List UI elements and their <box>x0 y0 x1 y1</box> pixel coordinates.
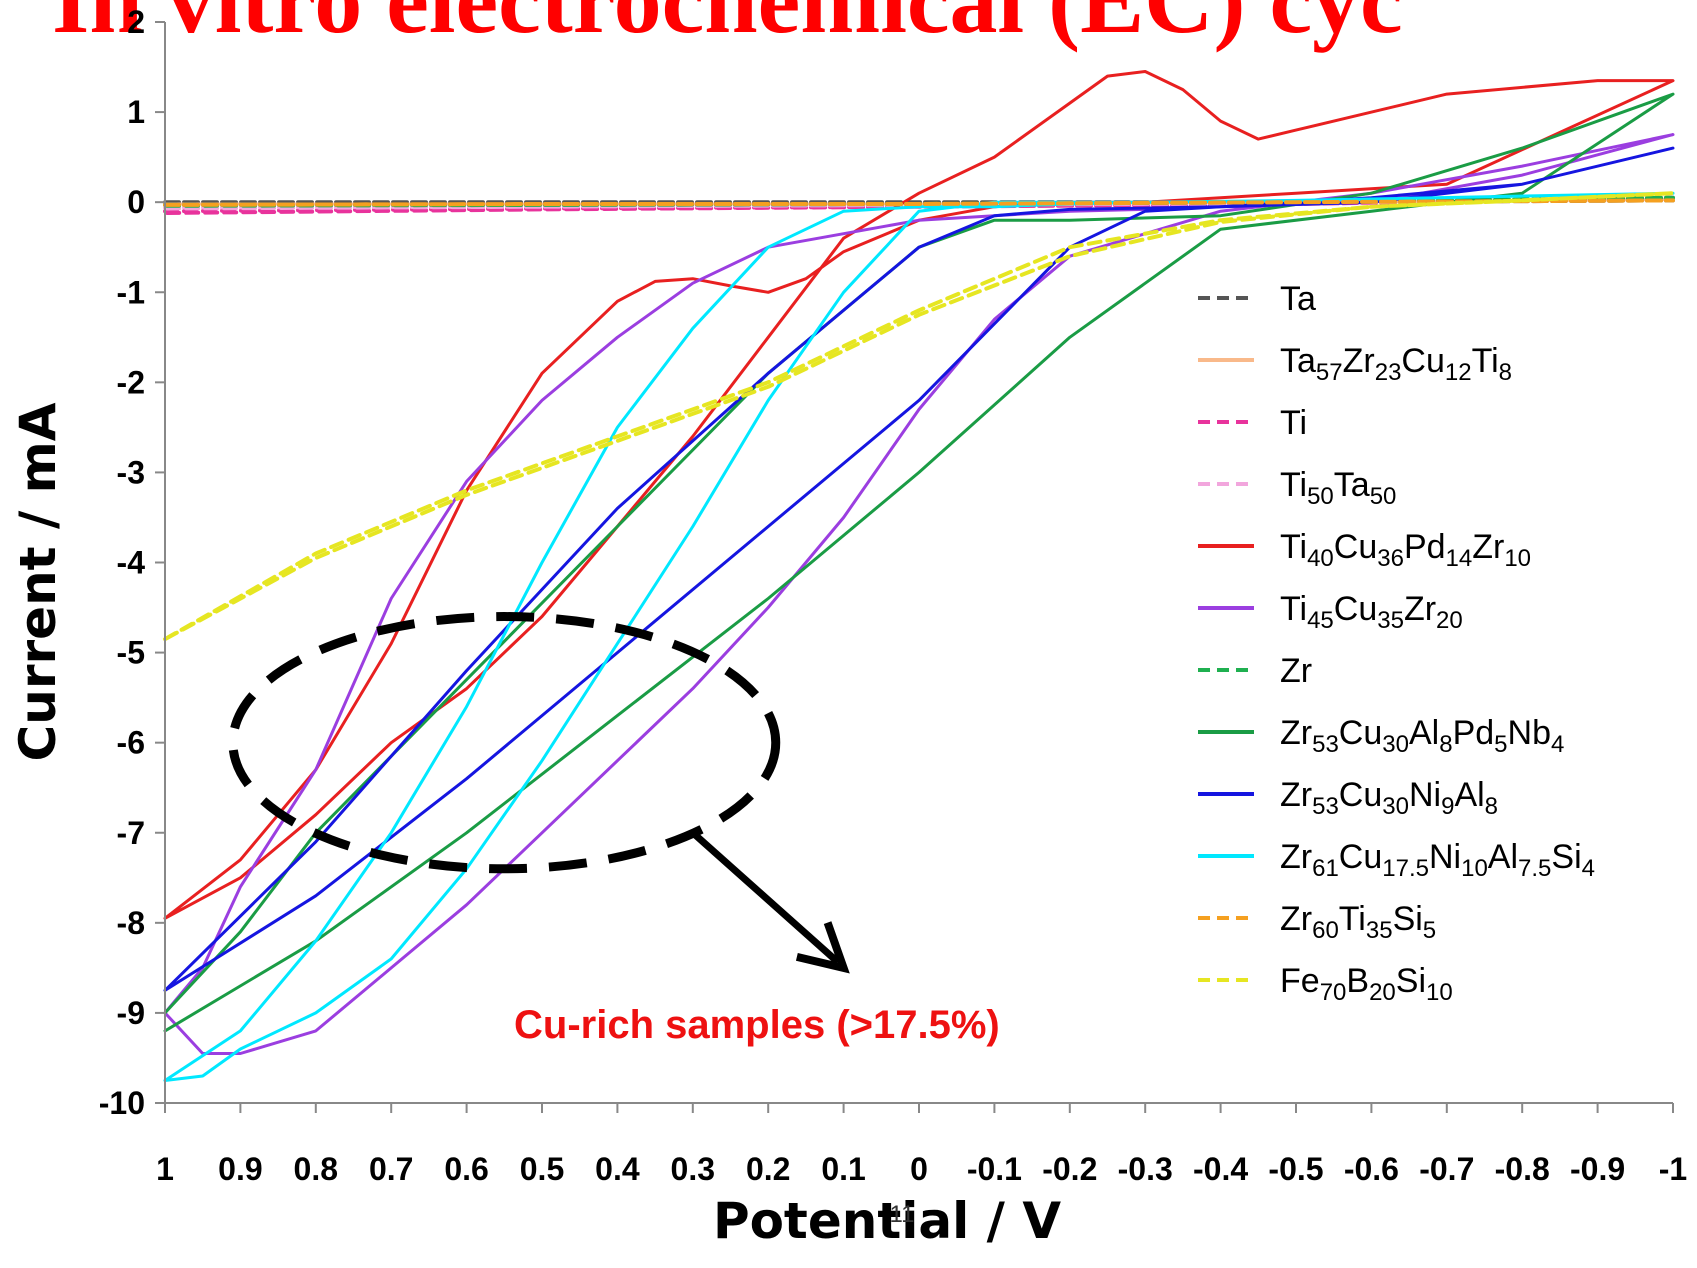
legend-label: Fe70B20Si10 <box>1280 962 1453 1006</box>
y-tick-label: -7 <box>117 815 145 851</box>
x-tick-label: -0.1 <box>967 1151 1022 1187</box>
legend: Ta Ta57Zr23Cu12Ti8 Ti Ti50Ta50 Ti40Cu36Pd14Z… <box>1198 280 1595 1006</box>
legend-label: Ti40Cu36Pd14Zr10 <box>1280 528 1531 572</box>
series-line-5 <box>163 133 1675 1055</box>
series-line-11 <box>163 191 1675 642</box>
y-axis-label: Current / mA <box>9 402 67 761</box>
x-tick-label: 0 <box>910 1151 928 1187</box>
x-tick-label: -0.3 <box>1118 1151 1173 1187</box>
x-tick-label: -0.7 <box>1419 1151 1474 1187</box>
x-tick-label: -0.6 <box>1344 1151 1399 1187</box>
legend-label: Ta57Zr23Cu12Ti8 <box>1280 342 1512 386</box>
legend-label: Zr60Ti35Si5 <box>1280 900 1436 944</box>
x-tick-label: 0.5 <box>520 1151 564 1187</box>
x-axis-label: Potential / V <box>713 1192 1061 1250</box>
y-tick-label: -3 <box>117 454 145 490</box>
y-tick-label: -8 <box>117 905 145 941</box>
x-tick-labels: 1 0.9 0.8 0.7 0.6 0.5 0.4 0.3 0.2 0.1 0 -0.1 -0.2 -0.… <box>156 1103 1687 1187</box>
legend-label: Zr53Cu30Al8Pd5Nb4 <box>1280 714 1564 758</box>
legend-label: Zr <box>1280 652 1312 690</box>
x-tick-label: 0.7 <box>369 1151 413 1187</box>
x-tick-label: -0.9 <box>1570 1151 1625 1187</box>
legend-label: Ti <box>1280 404 1307 442</box>
x-tick-label: 0.3 <box>671 1151 715 1187</box>
annotation-layer: Cu-rich samples (>17.5%) <box>228 612 1000 1047</box>
legend-label: Zr61Cu17.5Ni10Al7.5Si4 <box>1280 838 1595 882</box>
legend-label: Zr53Cu30Ni9Al8 <box>1280 776 1498 820</box>
x-tick-label: -1 <box>1659 1151 1687 1187</box>
series-line-7 <box>163 92 1675 1033</box>
series-line-8 <box>163 146 1675 992</box>
legend-label: Ta <box>1280 280 1316 318</box>
cu-rich-ellipse <box>228 612 781 874</box>
x-tick-label: 0.8 <box>294 1151 338 1187</box>
y-tick-label: 2 <box>127 4 145 40</box>
series-line-9 <box>163 191 1675 1082</box>
y-tick-label: -6 <box>117 725 145 761</box>
x-tick-label: -0.5 <box>1268 1151 1323 1187</box>
y-tick-label: -1 <box>117 274 145 310</box>
y-tick-labels: 2 1 0 -1 -2 -3 -4 -5 -6 -7 -8 -9 -10 <box>99 4 165 1121</box>
y-tick-label: -2 <box>117 364 145 400</box>
x-tick-label: 0.4 <box>595 1151 640 1187</box>
page-number: 11 <box>890 1201 915 1228</box>
y-tick-label: 1 <box>127 94 145 130</box>
x-tick-label: 0.2 <box>746 1151 790 1187</box>
series-line-10 <box>163 198 1675 207</box>
x-tick-label: -0.4 <box>1193 1151 1248 1187</box>
x-tick-label: 1 <box>156 1151 174 1187</box>
y-tick-label: 0 <box>127 184 145 220</box>
legend-label: Ti50Ta50 <box>1280 466 1396 510</box>
cu-rich-label: Cu-rich samples (>17.5%) <box>514 1003 1000 1047</box>
legend-label: Ti45Cu35Zr20 <box>1280 590 1463 634</box>
y-tick-label: -4 <box>117 545 146 581</box>
x-tick-label: -0.8 <box>1495 1151 1550 1187</box>
x-tick-label: 0.1 <box>821 1151 865 1187</box>
y-tick-label: -9 <box>117 995 145 1031</box>
y-tick-label: -5 <box>117 635 145 671</box>
x-tick-label: -0.2 <box>1042 1151 1097 1187</box>
series-lines <box>163 70 1675 1082</box>
slide-title: In vitro electrochemical (EC) cyc <box>52 0 1403 48</box>
cu-rich-arrow <box>690 830 840 965</box>
x-tick-label: 0.6 <box>444 1151 488 1187</box>
cu-rich-arrow-head <box>795 921 850 974</box>
x-tick-label: 0.9 <box>218 1151 262 1187</box>
y-tick-label: -10 <box>99 1085 145 1121</box>
